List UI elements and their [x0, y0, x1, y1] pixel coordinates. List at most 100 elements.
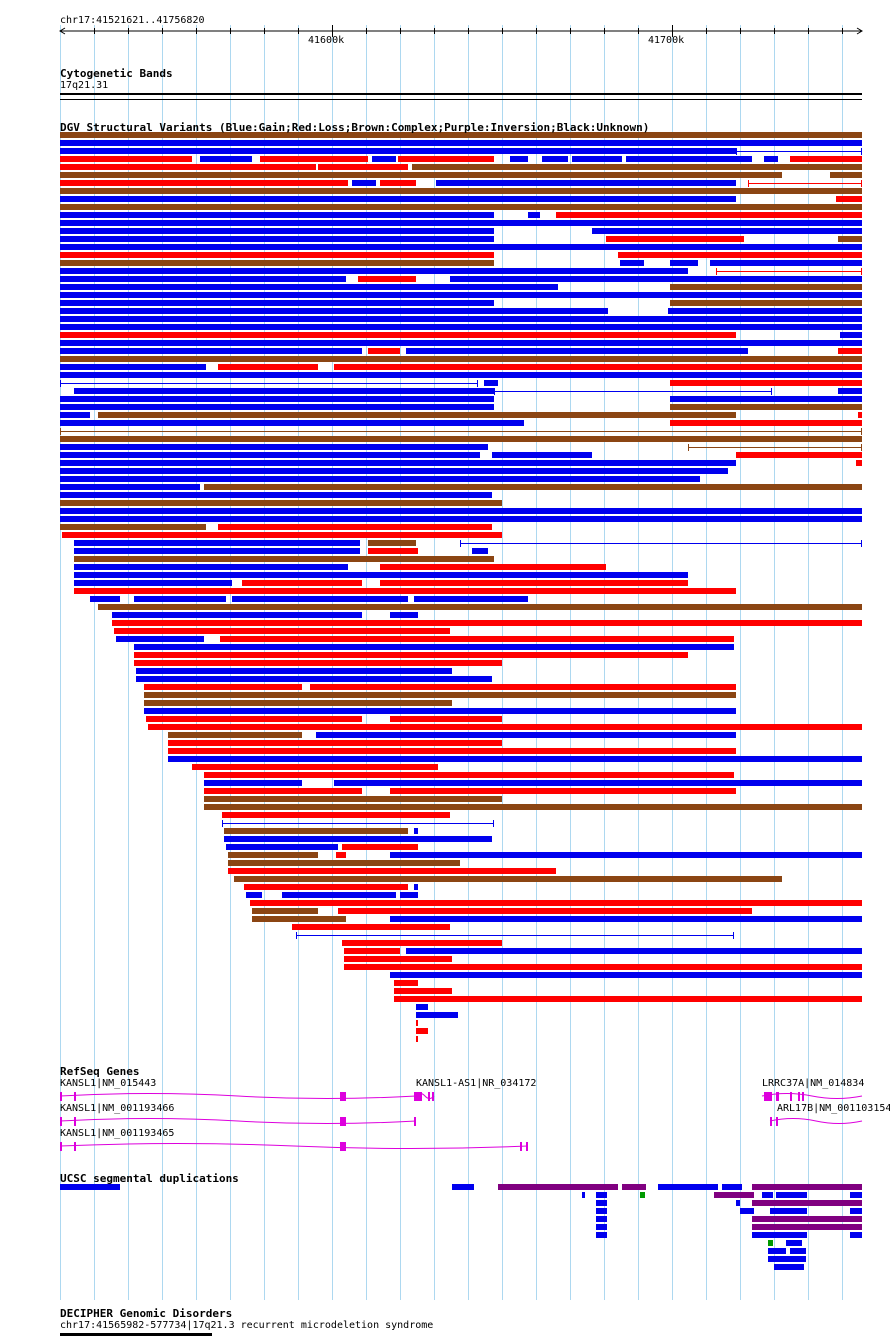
segdup-feature[interactable] [658, 1184, 718, 1190]
gain-variant[interactable] [670, 396, 862, 402]
loss-variant[interactable] [222, 812, 450, 818]
gain-variant[interactable] [60, 148, 736, 154]
loss-variant[interactable] [60, 156, 192, 162]
kansl1-nm-001193466-exon[interactable] [340, 1117, 346, 1126]
loss-variant[interactable] [134, 660, 502, 666]
gain-variant[interactable] [592, 228, 862, 234]
segdup-feature[interactable] [722, 1184, 742, 1190]
gene-label[interactable]: KANSL1|NM_015443 [60, 1078, 157, 1089]
gain-variant[interactable] [60, 196, 736, 202]
loss-variant[interactable] [670, 380, 862, 386]
loss-variant[interactable] [398, 156, 494, 162]
gain-variant[interactable] [60, 476, 700, 482]
loss-variant[interactable] [250, 900, 862, 906]
loss-variant[interactable] [358, 276, 416, 282]
complex-variant[interactable] [204, 796, 502, 802]
segdup-feature[interactable] [752, 1184, 862, 1190]
segdup-feature[interactable] [774, 1264, 804, 1270]
gain-variant[interactable] [60, 268, 688, 274]
complex-variant[interactable] [224, 828, 408, 834]
cytoband-17q21-31[interactable] [60, 93, 862, 95]
loss-variant[interactable] [342, 940, 502, 946]
gain-variant[interactable] [390, 852, 862, 858]
segdup-feature[interactable] [736, 1200, 740, 1206]
complex-variant[interactable] [60, 204, 862, 210]
segdup-feature[interactable] [582, 1192, 585, 1198]
loss-variant[interactable] [148, 724, 862, 730]
gain-variant[interactable] [232, 596, 408, 602]
gain-variant[interactable] [510, 156, 528, 162]
loss-variant[interactable] [60, 252, 494, 258]
gain-variant[interactable] [60, 292, 862, 298]
gain-variant[interactable] [74, 388, 494, 394]
kansl1-nm-001193466-exon[interactable] [414, 1117, 416, 1126]
kansl1-nm-015443-exon[interactable] [60, 1092, 62, 1101]
segdup-feature[interactable] [640, 1192, 645, 1198]
gain-variant[interactable] [60, 492, 492, 498]
loss-variant[interactable] [344, 956, 452, 962]
loss-variant[interactable] [144, 684, 302, 690]
complex-variant[interactable] [368, 540, 416, 546]
segdup-feature[interactable] [596, 1200, 607, 1206]
gain-variant[interactable] [60, 140, 862, 146]
loss-variant[interactable] [228, 868, 556, 874]
complex-variant[interactable] [234, 876, 782, 882]
kansl1-as1-nr-034172-exon[interactable] [416, 1092, 422, 1101]
loss-variant[interactable] [790, 156, 862, 162]
kansl1-nm-001193465-exon[interactable] [520, 1142, 522, 1151]
complex-variant[interactable] [74, 556, 494, 562]
loss-variant[interactable] [192, 764, 438, 770]
gain-variant[interactable] [334, 780, 862, 786]
complex-variant[interactable] [60, 436, 862, 442]
complex-variant[interactable] [60, 524, 206, 530]
gain-variant[interactable] [764, 156, 778, 162]
loss-variant[interactable] [204, 772, 734, 778]
track-title-cytoband[interactable]: Cytogenetic Bands [60, 67, 173, 80]
loss-variant[interactable] [244, 884, 408, 890]
gain-variant[interactable] [60, 324, 862, 330]
loss-variant[interactable] [390, 716, 502, 722]
gain-variant[interactable] [60, 516, 862, 522]
loss-variant[interactable] [618, 252, 862, 258]
loss-variant[interactable] [556, 212, 862, 218]
segdup-feature[interactable] [776, 1192, 807, 1198]
segdup-feature[interactable] [622, 1184, 646, 1190]
gain-variant[interactable] [60, 236, 494, 242]
segdup-feature[interactable] [768, 1256, 806, 1262]
gain-variant[interactable] [60, 420, 524, 426]
segdup-feature[interactable] [768, 1248, 786, 1254]
lrrc37a-nm-014834-exon[interactable] [776, 1092, 779, 1101]
gain-variant[interactable] [416, 1004, 428, 1010]
complex-variant[interactable] [670, 284, 862, 290]
loss-variant[interactable] [380, 180, 416, 186]
gain-variant[interactable] [134, 596, 226, 602]
gain-variant[interactable] [406, 348, 748, 354]
segdup-feature[interactable] [596, 1208, 607, 1214]
segdup-feature[interactable] [596, 1224, 607, 1230]
loss-variant[interactable] [218, 364, 318, 370]
gain-variant[interactable] [390, 972, 862, 978]
complex-variant[interactable] [670, 300, 862, 306]
loss-variant[interactable] [380, 564, 606, 570]
segdup-feature[interactable] [740, 1208, 754, 1214]
kansl1-nm-015443-exon[interactable] [340, 1092, 346, 1101]
gain-variant[interactable] [226, 844, 338, 850]
gain-variant[interactable] [60, 372, 862, 378]
gain-variant[interactable] [710, 260, 862, 266]
loss-variant[interactable] [368, 548, 418, 554]
complex-variant[interactable] [838, 236, 862, 242]
loss-variant[interactable] [606, 236, 744, 242]
gain-variant[interactable] [60, 396, 494, 402]
complex-variant[interactable] [830, 172, 862, 178]
loss-variant[interactable] [168, 748, 736, 754]
gain-variant[interactable] [200, 156, 252, 162]
loss-variant[interactable] [112, 620, 862, 626]
gain-variant[interactable] [60, 508, 862, 514]
complex-variant[interactable] [168, 732, 302, 738]
gain-variant[interactable] [60, 404, 494, 410]
gain-variant[interactable] [136, 676, 492, 682]
complex-variant[interactable] [144, 692, 736, 698]
loss-variant[interactable] [416, 1036, 418, 1042]
gain-variant[interactable] [60, 244, 862, 250]
loss-variant[interactable] [114, 628, 450, 634]
